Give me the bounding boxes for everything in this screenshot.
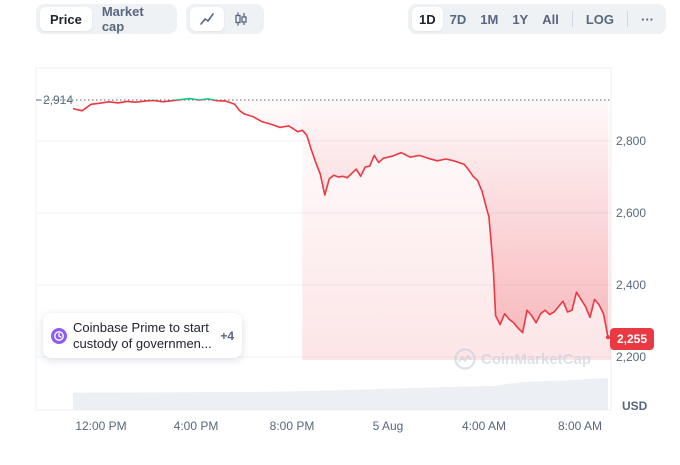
down-region-shade [302, 100, 611, 360]
tab-price[interactable]: Price [40, 7, 92, 31]
coinmarketcap-watermark: CoinMarketCap [454, 348, 591, 370]
line-chart-button[interactable] [190, 7, 224, 31]
candlestick-button[interactable] [224, 7, 258, 31]
range-1d[interactable]: 1D [412, 7, 443, 31]
tab-market-cap[interactable]: Market cap [101, 4, 144, 34]
x-tick-label: 8:00 AM [558, 419, 602, 433]
x-tick-label: 12:00 PM [75, 419, 126, 433]
price-line-up [148, 97, 220, 100]
range-1m[interactable]: 1M [480, 11, 499, 27]
x-tick-label: 4:00 PM [174, 419, 219, 433]
history-icon [51, 327, 67, 344]
chart-style-toggle [186, 4, 264, 34]
current-price-badge: 2,255 [610, 328, 654, 350]
open-price-label: 2,914 [43, 93, 73, 107]
volume-area [73, 378, 608, 410]
range-all[interactable]: All [542, 11, 559, 27]
news-headline-line2: custody of governmen... [73, 335, 212, 351]
currency-label: USD [622, 399, 648, 413]
candlestick-icon [235, 12, 247, 26]
range-1y[interactable]: 1Y [512, 11, 529, 27]
news-headline: Coinbase Prime to start custody of gover… [73, 320, 214, 352]
y-tick-label: 2,600 [616, 206, 646, 220]
x-tick-label: 8:00 PM [270, 419, 315, 433]
y-tick-label: 2,200 [616, 350, 646, 364]
line-chart-icon [200, 13, 214, 25]
watermark-text: CoinMarketCap [481, 350, 592, 368]
news-card[interactable]: Coinbase Prime to start custody of gover… [43, 313, 242, 358]
current-price-dot [606, 335, 610, 340]
range-7d[interactable]: 7D [449, 11, 467, 27]
divider [571, 11, 573, 27]
news-headline-line1: Coinbase Prime to start [73, 319, 209, 335]
news-more-count[interactable]: +4 [220, 328, 234, 343]
divider [627, 11, 629, 27]
range-toggle: 1D 7D 1M 1Y All LOG ··· [408, 4, 666, 34]
y-tick-label: 2,800 [616, 134, 646, 148]
x-tick-label: 4:00 AM [462, 419, 506, 433]
y-tick-label: 2,400 [616, 278, 646, 292]
coinmarketcap-logo-icon [454, 348, 476, 370]
more-options-button[interactable]: ··· [641, 11, 655, 27]
chart-type-toggle: Price Market cap [36, 4, 177, 34]
x-tick-label: 5 Aug [373, 419, 404, 433]
log-scale-button[interactable]: LOG [585, 11, 615, 27]
price-line-down [72, 100, 609, 338]
